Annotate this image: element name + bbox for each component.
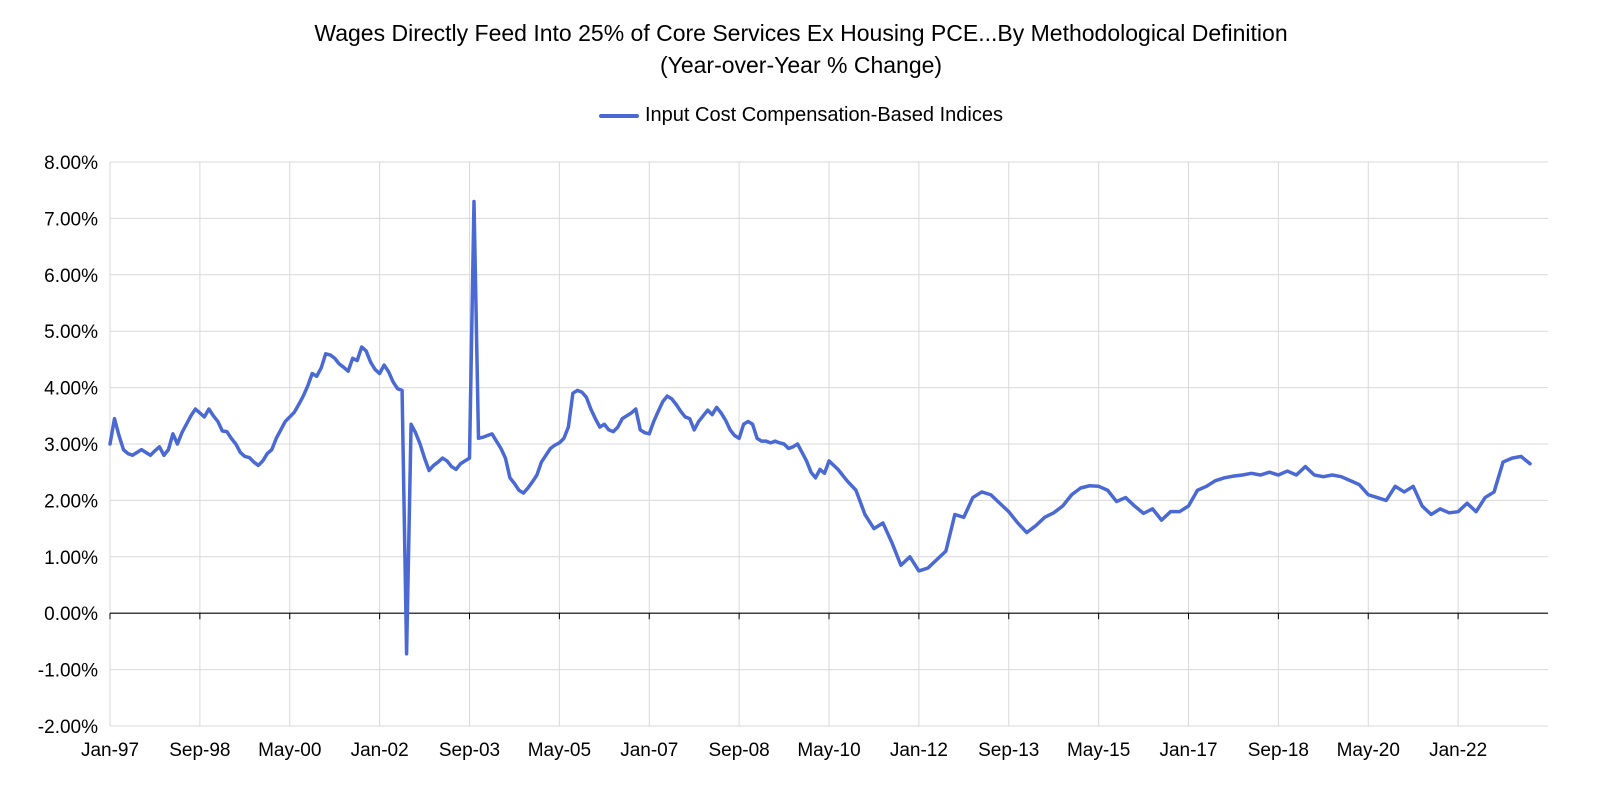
chart-title: Wages Directly Feed Into 25% of Core Ser…	[314, 20, 1288, 46]
series-line	[108, 199, 1532, 656]
x-tick-label: Jan-97	[81, 740, 139, 761]
x-tick-label: Sep-03	[439, 740, 500, 761]
y-axis-ticks: -2.00% -1.00% 0.00% 1.00% 2.00% 3.00% 4.00% 5.0…	[38, 153, 98, 738]
gridlines	[109, 161, 1548, 727]
x-axis-ticks: Jan-97 Sep-98 May-00 Jan-02 Sep-03 May-05 Jan-…	[81, 613, 1487, 761]
x-tick-label: Sep-13	[978, 740, 1039, 761]
x-tick-label: Sep-08	[708, 740, 769, 761]
chart-subtitle: (Year-over-Year % Change)	[659, 52, 943, 78]
series-layer	[108, 199, 1532, 656]
y-tick-label: 7.00%	[44, 209, 98, 230]
x-tick-label: Jan-02	[351, 740, 409, 761]
x-tick-label: Sep-18	[1248, 740, 1309, 761]
y-tick-label: 1.00%	[44, 548, 98, 569]
x-tick-label: Sep-98	[169, 740, 230, 761]
y-tick-label: 6.00%	[44, 266, 98, 287]
x-tick-label: Jan-22	[1429, 740, 1487, 761]
y-tick-label: 2.00%	[44, 491, 98, 512]
y-tick-label: 3.00%	[44, 435, 98, 456]
x-tick-label: Jan-07	[620, 740, 678, 761]
y-tick-label: 8.00%	[44, 153, 98, 174]
y-tick-label: 0.00%	[44, 604, 98, 625]
x-tick-label: Jan-17	[1159, 740, 1217, 761]
y-tick-label: 4.00%	[44, 379, 98, 400]
legend: Input Cost Compensation-Based Indices	[0, 104, 1602, 127]
x-tick-label: May-15	[1067, 740, 1130, 761]
y-tick-label: -2.00%	[38, 717, 98, 738]
legend-label: Input Cost Compensation-Based Indices	[645, 104, 1003, 126]
x-tick-label: May-00	[258, 740, 321, 761]
x-tick-label: May-05	[528, 740, 591, 761]
legend-swatch	[599, 113, 639, 118]
x-tick-label: Jan-12	[890, 740, 948, 761]
x-tick-label: May-20	[1337, 740, 1400, 761]
x-tick-label: May-10	[797, 740, 860, 761]
y-tick-label: 5.00%	[44, 322, 98, 343]
y-tick-label: -1.00%	[38, 661, 98, 682]
